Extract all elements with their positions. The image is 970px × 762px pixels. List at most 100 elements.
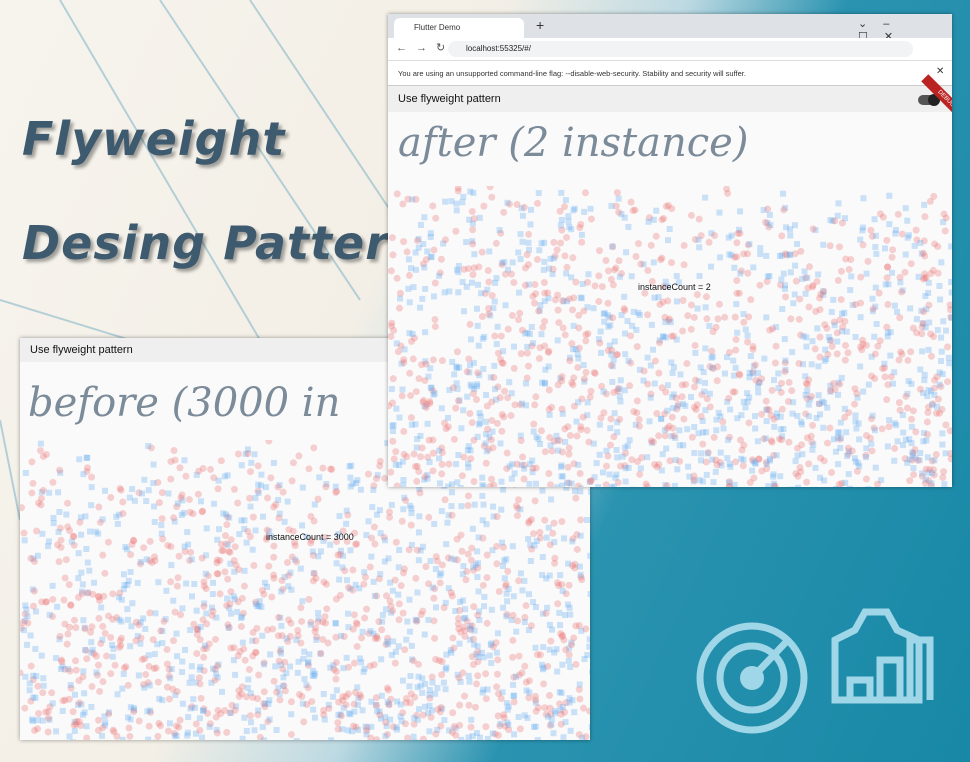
red-particle: [224, 575, 232, 583]
blue-particle: [775, 385, 782, 392]
blue-particle: [909, 449, 916, 456]
red-particle: [616, 462, 624, 470]
blue-particle: [219, 688, 226, 695]
blue-particle: [919, 348, 926, 355]
red-particle: [313, 633, 321, 641]
red-particle: [152, 664, 160, 672]
red-particle: [658, 216, 666, 224]
blue-particle: [756, 379, 763, 386]
blue-particle: [332, 619, 339, 626]
blue-particle: [606, 314, 613, 321]
red-particle: [70, 721, 78, 729]
blue-particle: [881, 360, 888, 367]
blue-particle: [721, 370, 728, 377]
blue-particle: [608, 351, 615, 358]
blue-particle: [920, 390, 927, 397]
blue-particle: [939, 441, 946, 448]
blue-particle: [624, 442, 631, 449]
red-particle: [423, 400, 431, 408]
red-particle: [930, 192, 938, 200]
red-particle: [658, 384, 666, 392]
red-particle: [468, 544, 476, 552]
red-particle: [651, 461, 659, 469]
blue-particle: [349, 728, 356, 735]
blue-particle: [537, 302, 544, 309]
red-particle: [551, 559, 559, 567]
red-particle: [545, 386, 553, 394]
red-particle: [518, 326, 526, 334]
red-particle: [536, 534, 544, 542]
red-particle: [870, 424, 878, 432]
blue-particle: [916, 457, 923, 464]
blue-particle: [491, 362, 498, 369]
blue-particle: [416, 513, 423, 520]
red-particle: [270, 542, 278, 550]
red-particle: [668, 332, 676, 340]
blue-particle: [527, 221, 534, 228]
red-particle: [223, 602, 231, 610]
red-particle: [116, 643, 124, 651]
blue-particle: [613, 471, 620, 478]
blue-particle: [473, 651, 480, 658]
blue-particle: [49, 582, 56, 589]
red-particle: [425, 513, 433, 521]
blue-particle: [600, 310, 607, 317]
blue-particle: [475, 342, 482, 349]
blue-particle: [421, 264, 428, 271]
blue-particle: [482, 440, 489, 447]
address-bar[interactable]: localhost:55325/#/: [448, 41, 913, 57]
red-particle: [738, 446, 746, 454]
blue-particle: [102, 487, 109, 494]
red-particle: [288, 553, 296, 561]
red-particle: [587, 477, 595, 485]
red-particle: [337, 712, 345, 720]
blue-particle: [359, 628, 366, 635]
red-particle: [42, 708, 50, 716]
blue-particle: [516, 289, 523, 296]
red-particle: [562, 699, 570, 707]
browser-tab[interactable]: Flutter Demo: [394, 18, 524, 38]
red-particle: [420, 396, 428, 404]
blue-particle: [422, 358, 429, 365]
blue-particle: [868, 440, 875, 447]
red-particle: [565, 651, 573, 659]
nav-buttons[interactable]: ←→↻: [396, 42, 455, 54]
close-warning[interactable]: ✕: [936, 66, 945, 77]
blue-particle: [427, 234, 434, 241]
red-particle: [264, 494, 272, 502]
red-particle: [616, 415, 624, 423]
red-particle: [680, 241, 688, 249]
blue-particle: [347, 547, 354, 554]
red-particle: [83, 467, 91, 475]
red-particle: [244, 527, 252, 535]
red-particle: [687, 211, 695, 219]
blue-particle: [863, 270, 870, 277]
red-particle: [119, 498, 127, 506]
red-particle: [279, 665, 287, 673]
new-tab-button[interactable]: +: [536, 17, 545, 33]
blue-particle: [540, 644, 547, 651]
blue-particle: [403, 636, 410, 643]
red-particle: [576, 469, 584, 477]
blue-particle: [496, 226, 503, 233]
red-particle: [712, 323, 720, 331]
blue-particle: [882, 281, 889, 288]
red-particle: [436, 579, 444, 587]
blue-particle: [494, 323, 501, 330]
red-particle: [564, 423, 572, 431]
red-particle: [173, 503, 181, 511]
blue-particle: [159, 697, 166, 704]
red-particle: [394, 348, 402, 356]
red-particle: [802, 274, 810, 282]
red-particle: [652, 232, 660, 240]
red-particle: [400, 356, 408, 364]
red-particle: [690, 472, 698, 480]
blue-particle: [476, 421, 483, 428]
blue-particle: [50, 520, 57, 527]
red-particle: [135, 717, 143, 725]
blue-particle: [529, 469, 536, 476]
blue-particle: [238, 462, 245, 469]
blue-particle: [640, 377, 647, 384]
blue-particle: [530, 340, 537, 347]
red-particle: [231, 706, 239, 714]
